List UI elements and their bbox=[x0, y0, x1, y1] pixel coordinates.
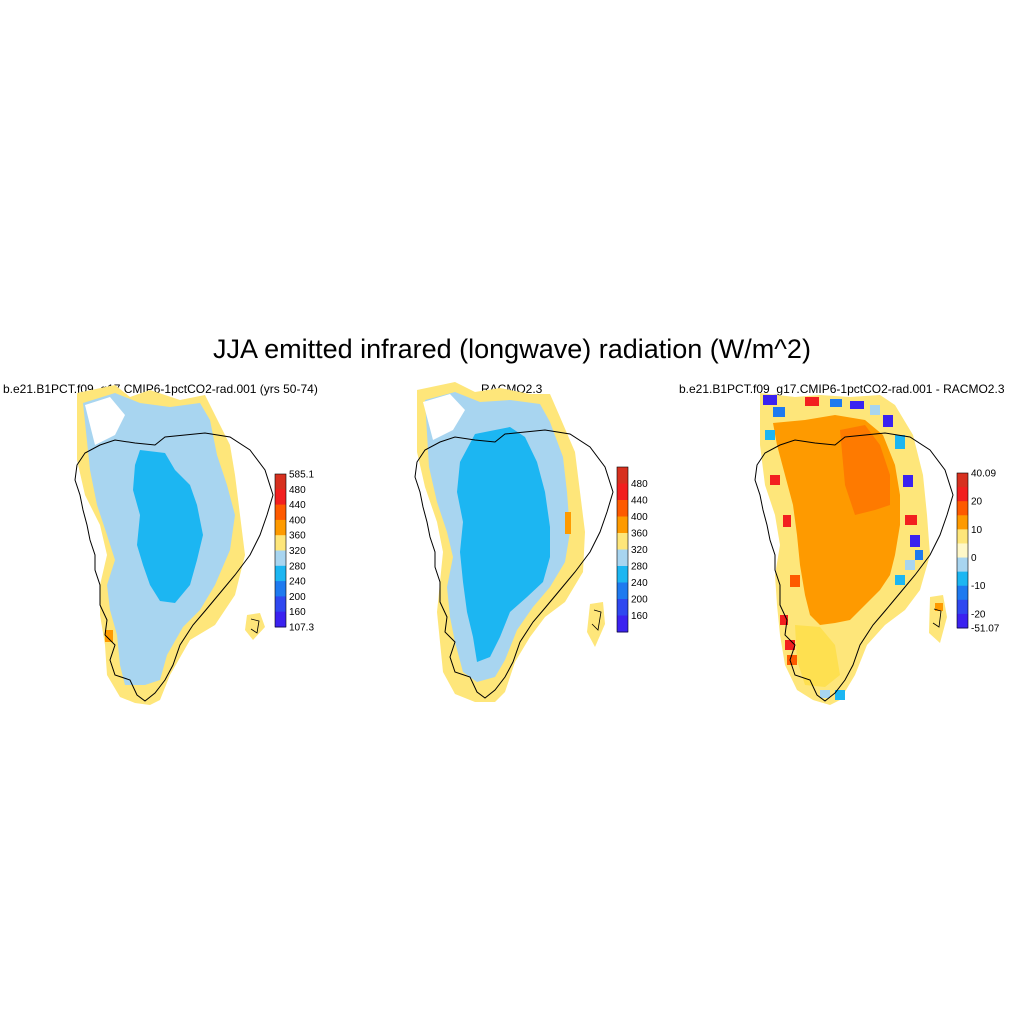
colorbar-label: 320 bbox=[631, 545, 648, 556]
southern-anomaly-zone bbox=[795, 625, 840, 687]
panel-3-colorbar: 40.09 20 10 0 -10 -20 -51.07 bbox=[956, 469, 1000, 635]
colorbar-swatch bbox=[617, 566, 628, 583]
colorbar-label: 400 bbox=[631, 512, 648, 523]
panel-1-colorbar: 585.1 480 440 400 360 320 280 240 200 160 107.3 bbox=[274, 470, 314, 634]
colorbar-swatch bbox=[275, 550, 286, 567]
colorbar-label: 480 bbox=[289, 485, 306, 496]
colorbar-swatch bbox=[275, 519, 286, 536]
colorbar-swatch bbox=[957, 473, 968, 488]
colorbar-swatch bbox=[275, 489, 286, 506]
noisy-border bbox=[763, 395, 923, 700]
iceland-patch bbox=[245, 613, 265, 640]
panel-2-map bbox=[414, 382, 614, 702]
colorbar-swatch bbox=[275, 535, 286, 551]
colorbar-label: 360 bbox=[289, 531, 306, 542]
colorbar-swatch bbox=[617, 483, 628, 501]
colorbar-swatch bbox=[957, 487, 968, 502]
colorbar-label: 160 bbox=[631, 611, 648, 622]
colorbar-swatch bbox=[617, 582, 628, 600]
colorbar-label: 10 bbox=[971, 525, 983, 536]
colorbar-swatch bbox=[617, 615, 628, 633]
colorbar-swatch bbox=[275, 474, 286, 490]
colorbar-label: 200 bbox=[289, 592, 306, 603]
colorbar-swatch bbox=[617, 549, 628, 567]
figure-title: JJA emitted infrared (longwave) radiatio… bbox=[213, 334, 811, 364]
colorbar-label: 0 bbox=[971, 553, 977, 564]
iceland-patch bbox=[929, 595, 947, 643]
panel-3-title: b.e21.B1PCT.f09_g17.CMIP6-1pctCO2-rad.00… bbox=[679, 382, 1005, 396]
warm-pixel bbox=[565, 512, 571, 534]
colorbar-label: 585.1 bbox=[289, 470, 314, 481]
interior-ice-zone bbox=[133, 450, 203, 603]
colorbar-label: 20 bbox=[971, 497, 983, 508]
colorbar-swatch bbox=[275, 504, 286, 521]
ocean-gap bbox=[423, 394, 465, 440]
colorbar-label: 200 bbox=[631, 595, 648, 606]
colorbar-label: -51.07 bbox=[971, 624, 1000, 635]
colorbar-label: 40.09 bbox=[971, 469, 996, 480]
strong-anomaly-zone bbox=[840, 425, 890, 515]
colorbar-label: 360 bbox=[631, 529, 648, 540]
colorbar-swatch bbox=[617, 516, 628, 534]
colorbar-label: 440 bbox=[631, 496, 648, 507]
colorbar-swatch bbox=[957, 571, 968, 587]
colorbar-swatch bbox=[957, 501, 968, 516]
panel-3-map bbox=[754, 393, 954, 705]
panel-2-colorbar: 480 440 400 360 320 280 240 200 160 bbox=[616, 466, 648, 633]
colorbar-label: 280 bbox=[289, 561, 306, 572]
colorbar-swatch bbox=[275, 611, 286, 628]
colorbar-swatch bbox=[957, 613, 968, 629]
interior-ice-zone bbox=[457, 427, 550, 662]
colorbar-label: 480 bbox=[631, 479, 648, 490]
colorbar-swatch bbox=[957, 599, 968, 615]
colorbar-label: 240 bbox=[289, 577, 306, 588]
colorbar-swatch bbox=[275, 596, 286, 613]
colorbar-label: 280 bbox=[631, 562, 648, 573]
colorbar-swatch bbox=[275, 581, 286, 597]
colorbar-label: 320 bbox=[289, 546, 306, 557]
colorbar-swatch bbox=[957, 585, 968, 601]
ocean-gap bbox=[85, 397, 125, 445]
colorbar-frame bbox=[956, 472, 969, 629]
colorbar-label: -20 bbox=[971, 609, 986, 620]
colorbar-label: 240 bbox=[631, 578, 648, 589]
warm-pixel bbox=[105, 630, 113, 642]
colorbar-label: 400 bbox=[289, 515, 306, 526]
iceland-patch bbox=[587, 602, 605, 647]
colorbar-swatch bbox=[957, 543, 968, 559]
colorbar-label: -10 bbox=[971, 581, 986, 592]
colorbar-label: 107.3 bbox=[289, 623, 314, 634]
colorbar-label: 440 bbox=[289, 500, 306, 511]
colorbar-swatch bbox=[957, 557, 968, 573]
colorbar-frame bbox=[274, 473, 287, 628]
colorbar-swatch bbox=[957, 529, 968, 544]
colorbar-swatch bbox=[957, 515, 968, 530]
colorbar-swatch bbox=[275, 565, 286, 582]
colorbar-swatch bbox=[617, 500, 628, 517]
colorbar-frame bbox=[616, 466, 629, 633]
panel-1-map bbox=[74, 385, 274, 705]
colorbar-swatch bbox=[617, 467, 628, 484]
colorbar-swatch bbox=[617, 599, 628, 616]
colorbar-label: 160 bbox=[289, 607, 306, 618]
colorbar-swatch bbox=[617, 533, 628, 550]
